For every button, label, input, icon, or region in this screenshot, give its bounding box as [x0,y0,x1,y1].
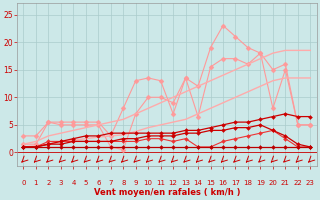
X-axis label: Vent moyen/en rafales ( km/h ): Vent moyen/en rafales ( km/h ) [94,188,240,197]
